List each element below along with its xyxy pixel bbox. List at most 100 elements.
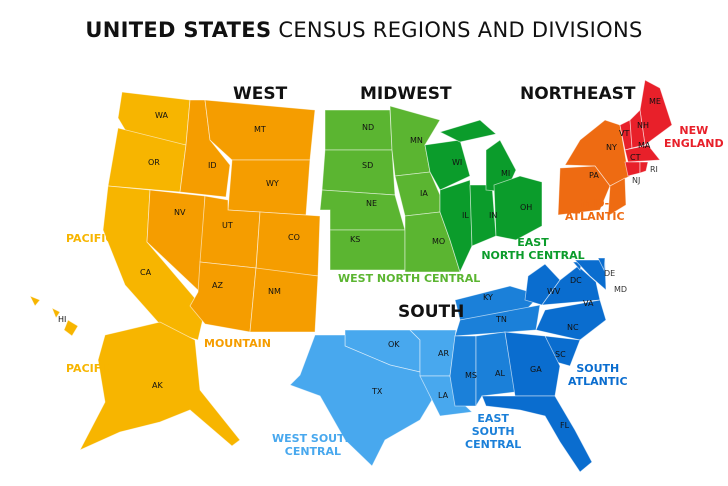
state-label-id: ID: [208, 161, 217, 170]
state-label-ok: OK: [388, 340, 400, 349]
state-oh: [493, 175, 543, 241]
state-label-nc: NC: [567, 323, 579, 332]
state-label-ri: RI: [650, 165, 658, 174]
sa-line-2: ATLANTIC: [568, 375, 628, 388]
state-label-nv: NV: [174, 208, 186, 217]
state-label-ia: IA: [420, 189, 428, 198]
state-nm: [249, 267, 319, 333]
state-label-me: ME: [649, 97, 661, 106]
division-mountain-label: MOUNTAIN: [204, 337, 271, 350]
state-fl: [481, 395, 593, 473]
state-label-or: OR: [148, 158, 160, 167]
state-label-vt: VT: [619, 129, 629, 138]
state-label-ca: CA: [140, 268, 152, 277]
region-west-label: WEST: [233, 84, 288, 104]
state-label-tx: TX: [371, 387, 383, 396]
state-label-tn: TN: [495, 315, 507, 324]
state-label-ma: MA: [638, 141, 651, 150]
ne-line-2: ENGLAND: [664, 137, 724, 150]
state-sd: [321, 149, 396, 196]
state-label-va: VA: [583, 299, 594, 308]
ne-line-1: NEW: [679, 124, 709, 137]
state-label-il: IL: [462, 211, 469, 220]
state-tx: [289, 334, 433, 467]
state-ms: [449, 335, 477, 407]
state-label-hi: HI: [58, 315, 66, 324]
esc-line-1: EAST: [477, 412, 509, 425]
state-label-nh: NH: [637, 121, 649, 130]
region-northeast-label: NORTHEAST: [520, 84, 636, 104]
enc-line-2: NORTH CENTRAL: [481, 249, 585, 262]
state-label-co: CO: [288, 233, 300, 242]
state-nj: [607, 177, 627, 217]
state-md: [574, 259, 607, 291]
state-label-mt: MT: [254, 125, 266, 134]
state-label-ne: NE: [366, 199, 377, 208]
state-hi: [29, 295, 41, 307]
division-wsc-label: WEST SOUTH CENTRAL: [272, 432, 354, 458]
state-co: [255, 211, 321, 277]
state-label-fl: FL: [560, 421, 570, 430]
map-title: UNITED STATES CENSUS REGIONS AND DIVISIO…: [0, 18, 728, 42]
state-label-al: AL: [495, 369, 505, 378]
state-label-nd: ND: [362, 123, 374, 132]
state-label-sd: SD: [362, 161, 373, 170]
state-label-ks: KS: [350, 235, 360, 244]
state-ak: [79, 321, 241, 451]
wsc-line-1: WEST SOUTH: [272, 432, 354, 445]
division-esc-label: EAST SOUTH CENTRAL: [465, 412, 521, 451]
state-label-wy: WY: [266, 179, 279, 188]
state-label-wv: WV: [547, 287, 561, 296]
state-il: [439, 179, 473, 274]
division-ma-label: MID- ATLANTIC: [565, 197, 625, 223]
state-nd: [324, 109, 393, 151]
state-hi: [63, 319, 79, 337]
state-pa: [557, 165, 611, 216]
state-label-wi: WI: [452, 158, 462, 167]
region-south-label: SOUTH: [398, 302, 465, 322]
sa-line-1: SOUTH: [576, 362, 620, 375]
enc-line-1: EAST: [517, 236, 549, 249]
state-label-la: LA: [438, 391, 449, 400]
state-va: [541, 265, 601, 306]
region-midwest-label: MIDWEST: [360, 84, 452, 104]
state-label-md: MD: [614, 285, 627, 294]
state-al: [475, 331, 516, 408]
state-label-ny: NY: [606, 143, 617, 152]
division-wnc-label: WEST NORTH CENTRAL: [338, 272, 481, 285]
state-label-sc: SC: [555, 350, 566, 359]
state-label-ak: AK: [152, 381, 163, 390]
esc-line-3: CENTRAL: [465, 438, 522, 451]
state-ne: [319, 189, 406, 231]
wsc-line-2: CENTRAL: [284, 445, 342, 458]
state-ri: [639, 161, 649, 174]
state-label-oh: OH: [520, 203, 532, 212]
division-pacific-label-2: PACIFIC: [66, 362, 114, 375]
title-bold: UNITED STATES: [85, 18, 272, 42]
ma-line-1: MID-: [580, 197, 610, 210]
state-de: [597, 257, 606, 272]
state-label-mi: MI: [501, 169, 510, 178]
state-label-ms: MS: [465, 371, 477, 380]
state-ks: [329, 229, 406, 271]
title-rest: CENSUS REGIONS AND DIVISIONS: [278, 18, 643, 42]
state-label-ga: GA: [530, 365, 542, 374]
state-ga: [504, 331, 561, 397]
division-ne-label: NEW ENGLAND: [664, 124, 724, 150]
state-label-mn: MN: [410, 136, 423, 145]
state-label-de: DE: [604, 269, 615, 278]
state-label-ky: KY: [483, 293, 493, 302]
state-label-nj: NJ: [632, 176, 640, 185]
state-ct: [624, 161, 641, 177]
state-label-mo: MO: [432, 237, 445, 246]
state-hi: [51, 307, 61, 319]
division-pacific-label: PACIFIC: [66, 232, 114, 245]
state-label-nm: NM: [268, 287, 281, 296]
esc-line-2: SOUTH: [471, 425, 515, 438]
state-mi: [438, 119, 497, 143]
state-label-ct: CT: [630, 153, 641, 162]
division-enc-label: EAST NORTH CENTRAL: [478, 236, 588, 262]
state-label-az: AZ: [212, 281, 223, 290]
state-label-wa: WA: [155, 111, 168, 120]
